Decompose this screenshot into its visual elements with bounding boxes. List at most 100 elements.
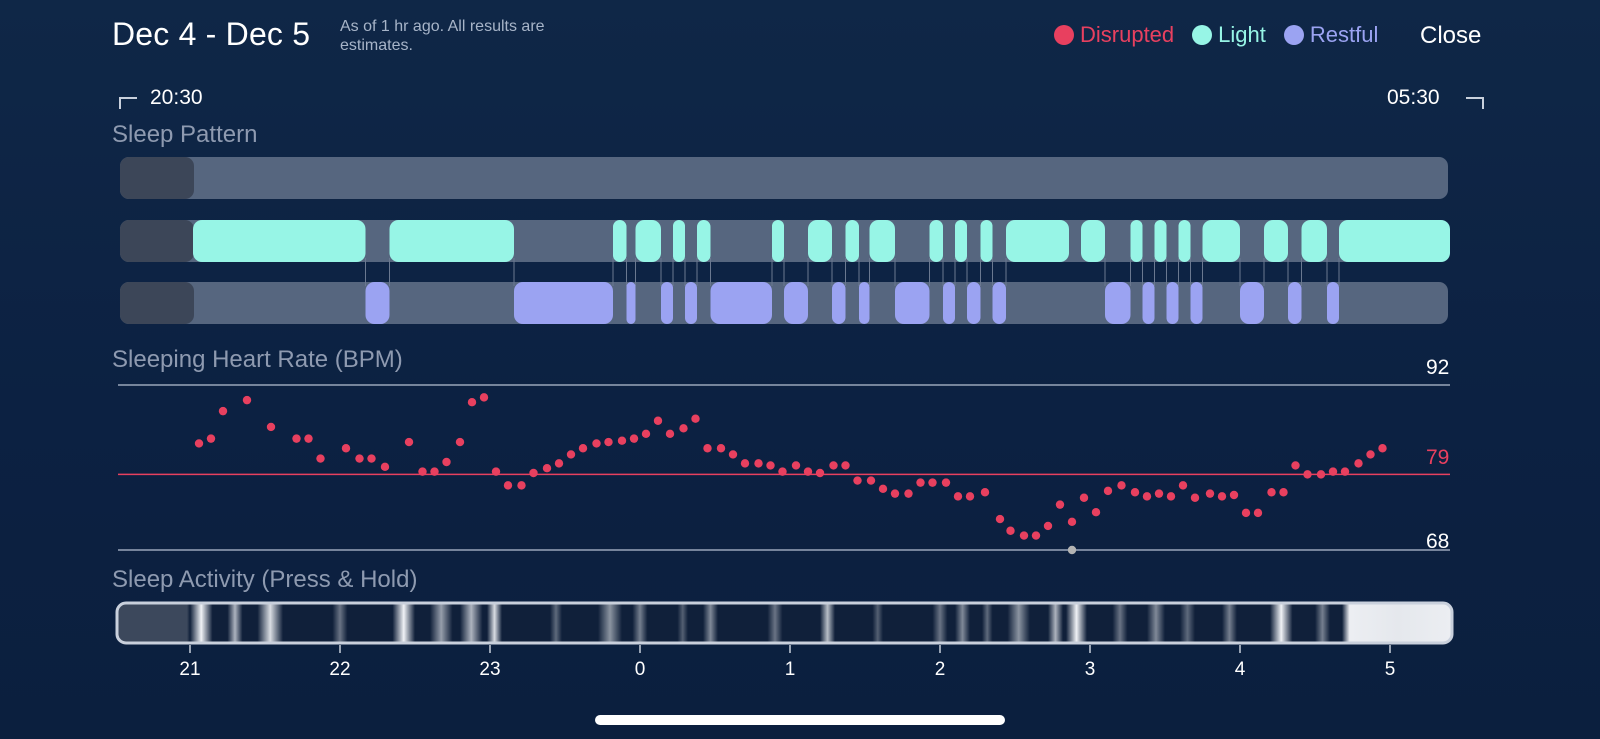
light-segment bbox=[1301, 220, 1327, 262]
hr-point bbox=[503, 481, 513, 490]
light-segment bbox=[808, 220, 832, 262]
hr-point bbox=[1043, 521, 1053, 531]
hr-point bbox=[1267, 488, 1276, 497]
hr-point bbox=[316, 454, 325, 463]
hr-point bbox=[617, 436, 627, 445]
restful-segment bbox=[1190, 282, 1203, 324]
hr-point bbox=[1316, 470, 1326, 479]
legend-label-light: Light bbox=[1218, 22, 1266, 47]
legend-label-disrupted: Disrupted bbox=[1080, 22, 1175, 47]
hr-point bbox=[542, 463, 552, 473]
hr-point bbox=[1117, 481, 1126, 490]
light-segment bbox=[1081, 220, 1105, 262]
x-tick-label: 22 bbox=[329, 659, 350, 680]
x-tick-label: 23 bbox=[479, 659, 500, 680]
light-segment bbox=[697, 220, 711, 262]
hr-point bbox=[890, 489, 900, 498]
light-segment bbox=[1339, 220, 1450, 262]
hr-point bbox=[404, 437, 414, 447]
hr-point bbox=[1303, 470, 1312, 479]
light-segment bbox=[1178, 220, 1191, 262]
light-segment bbox=[389, 220, 514, 262]
light-segment bbox=[929, 220, 943, 262]
hr-point bbox=[665, 429, 675, 439]
hr-point bbox=[941, 478, 951, 487]
legend-label-restful: Restful bbox=[1309, 22, 1379, 47]
restful-segment bbox=[1327, 282, 1339, 324]
restful-segment bbox=[514, 282, 613, 324]
restful-segment bbox=[992, 282, 1006, 324]
range-start-bracket-icon bbox=[119, 97, 137, 109]
hr-point bbox=[1006, 526, 1015, 535]
hr-point bbox=[853, 476, 862, 485]
pattern-track-disrupted bbox=[120, 157, 1448, 199]
estimate-note: As of 1 hr ago. All results are estimate… bbox=[340, 18, 545, 54]
x-tick-label: 1 bbox=[785, 659, 796, 680]
restful-segment bbox=[832, 282, 846, 324]
close-button[interactable]: Close bbox=[1420, 22, 1482, 49]
hr-point bbox=[1354, 459, 1363, 468]
hr-point bbox=[653, 416, 663, 425]
hr-point bbox=[728, 450, 738, 459]
hr-point bbox=[1055, 500, 1065, 509]
light-segment bbox=[955, 220, 967, 262]
pattern-track-start-light bbox=[120, 220, 194, 262]
hr-avg-label: 79 bbox=[1426, 446, 1450, 469]
hr-point bbox=[1103, 486, 1113, 496]
hr-point bbox=[194, 439, 204, 448]
hr-point bbox=[691, 414, 700, 423]
hr-point bbox=[479, 393, 489, 402]
hr-point bbox=[1340, 467, 1350, 476]
hr-point bbox=[904, 489, 913, 498]
legend-item-restful: Restful bbox=[1283, 22, 1379, 48]
hr-point bbox=[1366, 450, 1375, 459]
light-segment bbox=[1154, 220, 1167, 262]
restful-segment bbox=[685, 282, 697, 324]
hr-point bbox=[517, 481, 526, 490]
hr-point bbox=[1241, 508, 1251, 518]
hr-point bbox=[566, 450, 576, 459]
date-range-title: Dec 4 - Dec 5 bbox=[112, 16, 311, 52]
hr-point bbox=[1291, 461, 1300, 470]
hr-point bbox=[341, 444, 351, 453]
sleep-pattern-chart bbox=[120, 157, 1450, 324]
home-indicator[interactable] bbox=[595, 715, 1005, 725]
hr-point bbox=[604, 437, 613, 447]
sleep-pattern-title: Sleep Pattern bbox=[112, 121, 258, 148]
restful-segment bbox=[967, 282, 981, 324]
restful-segment bbox=[1105, 282, 1131, 324]
hr-point bbox=[367, 454, 376, 463]
hr-point bbox=[995, 514, 1005, 524]
hr-point bbox=[554, 459, 564, 468]
hr-point bbox=[1229, 490, 1239, 500]
hr-point bbox=[355, 454, 364, 463]
hr-point bbox=[980, 488, 990, 497]
range-end-time: 05:30 bbox=[1387, 86, 1440, 109]
hr-point bbox=[1067, 517, 1077, 527]
light-segment bbox=[1264, 220, 1288, 262]
light-segment bbox=[1006, 220, 1069, 262]
hr-point bbox=[442, 457, 451, 467]
sleep-activity-title: Sleep Activity (Press & Hold) bbox=[112, 566, 418, 593]
hr-point bbox=[430, 467, 439, 476]
light-segment bbox=[772, 220, 784, 262]
hr-point bbox=[928, 478, 937, 487]
restful-segment bbox=[784, 282, 808, 324]
x-tick-label: 5 bbox=[1385, 659, 1396, 680]
hr-point bbox=[829, 461, 838, 470]
hr-point bbox=[1166, 492, 1176, 501]
disrupted-swatch bbox=[1054, 25, 1074, 45]
legend: Disrupted Light Restful bbox=[1054, 22, 1396, 48]
hr-point bbox=[778, 467, 787, 476]
restful-segment bbox=[661, 282, 673, 324]
light-segment bbox=[673, 220, 685, 262]
x-axis: 21 22 23 0 1 2 3 4 5 bbox=[179, 645, 1395, 680]
hr-point bbox=[679, 424, 688, 433]
hr-point bbox=[878, 484, 888, 494]
restful-segment bbox=[1240, 282, 1264, 324]
restful-segment bbox=[1142, 282, 1155, 324]
restful-segment bbox=[895, 282, 930, 324]
hr-point bbox=[754, 459, 763, 468]
sleep-activity-chart[interactable] bbox=[115, 601, 1454, 645]
